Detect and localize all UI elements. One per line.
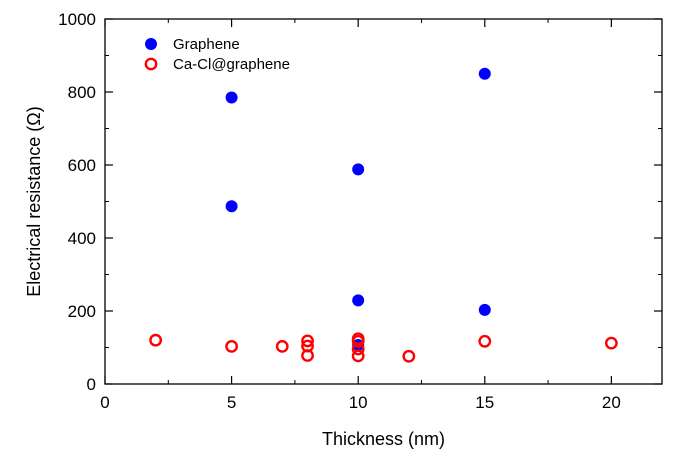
x-tick-label: 10 <box>349 393 368 412</box>
ca-cl-graphene-point <box>351 342 365 356</box>
ca-cl-graphene-point <box>301 334 314 348</box>
ca-cl-graphene-point <box>351 349 365 363</box>
ca-cl-graphene-point <box>301 349 314 362</box>
axes <box>104 18 663 385</box>
graphene-point <box>225 91 238 104</box>
graphene-point <box>352 163 365 176</box>
legend-label: Ca-Cl@graphene <box>173 56 290 73</box>
x-tick-label: 20 <box>602 393 621 412</box>
y-tick-label: 1000 <box>58 10 96 29</box>
y-tick-label: 0 <box>87 375 96 394</box>
ca-cl-graphene-point <box>478 334 492 348</box>
x-tick-label: 15 <box>475 393 494 412</box>
ca-cl-graphene-point <box>604 336 618 350</box>
ca-cl-graphene-point <box>149 333 163 347</box>
x-tick-label: 0 <box>100 393 109 412</box>
ca-cl-graphene-point <box>351 334 365 348</box>
ca-cl-graphene-point <box>402 349 416 363</box>
y-tick-label: 400 <box>68 229 96 248</box>
graphene-point <box>225 200 238 213</box>
graphene-point <box>352 294 365 307</box>
ca-cl-graphene-point <box>275 340 289 353</box>
legend: Graphene Ca-Cl@graphene <box>144 36 290 73</box>
y-tick-label: 200 <box>68 302 96 321</box>
plot-frame <box>104 18 663 385</box>
data-points <box>149 67 618 363</box>
legend-marker <box>144 57 158 71</box>
y-tick-label: 800 <box>68 83 96 102</box>
x-axis-label: Thickness (nm) <box>322 429 445 449</box>
graphene-point <box>478 303 491 316</box>
y-tick-label: 600 <box>68 156 96 175</box>
ca-cl-graphene-point <box>225 340 238 353</box>
graphene-point <box>478 67 491 80</box>
x-tick-label: 5 <box>227 393 236 412</box>
legend-marker <box>145 38 157 50</box>
legend-label: Graphene <box>173 36 240 53</box>
y-axis-label: Electrical resistance (Ω) <box>24 106 44 297</box>
